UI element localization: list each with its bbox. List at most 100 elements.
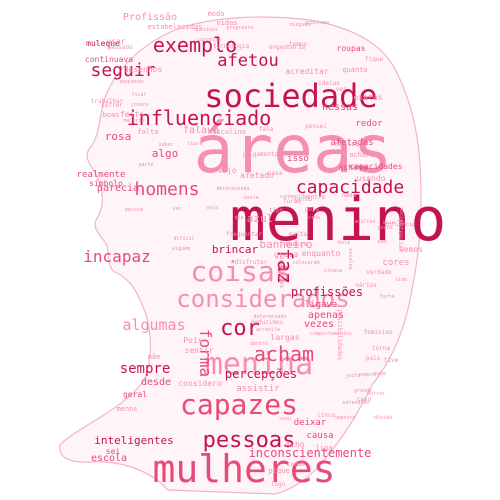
word: largas <box>271 333 300 342</box>
word: seguir <box>90 60 155 81</box>
word: brincar <box>212 243 259 256</box>
word: comportamentos <box>310 331 352 337</box>
word: mulheres <box>152 447 335 491</box>
word: difícil <box>173 235 194 242</box>
word: geral <box>123 390 147 399</box>
word: potencial <box>397 220 404 253</box>
word: imposto <box>334 415 355 421</box>
word: vejo <box>217 166 236 175</box>
word: pouco <box>377 225 392 231</box>
word: afetadas <box>330 138 373 148</box>
word: caso <box>357 396 372 403</box>
word: entendido <box>342 400 369 406</box>
word: boas <box>103 111 120 119</box>
word: Pois <box>183 336 202 345</box>
word: estabelecidas <box>148 23 203 31</box>
word: nessas <box>322 102 358 113</box>
word: redor <box>355 119 383 129</box>
word: sociedade <box>204 77 377 115</box>
word: feminino <box>364 329 393 336</box>
word: seja <box>206 205 218 211</box>
word: usando <box>357 174 386 183</box>
word: sei <box>106 447 121 456</box>
word: vida <box>308 215 320 221</box>
word: sempre <box>120 361 171 377</box>
word: claro <box>187 141 202 147</box>
word: pensei <box>305 123 327 130</box>
word: questões <box>194 27 218 33</box>
word: cor <box>220 316 260 341</box>
word: ficar <box>131 92 146 98</box>
word: escolha <box>347 248 353 269</box>
word: casa <box>268 170 283 177</box>
word: ligava <box>305 300 338 310</box>
word: áreas <box>194 111 393 188</box>
word: tecnologia <box>213 43 250 50</box>
word: passado <box>107 44 133 51</box>
word: conhecidas <box>280 194 310 200</box>
word: muita <box>289 231 307 238</box>
word: sempre <box>358 372 376 378</box>
word: nada <box>342 192 357 199</box>
word: percepções <box>225 367 297 381</box>
word: julgamento <box>242 151 279 158</box>
word: Acho <box>285 440 304 449</box>
word: exemplo <box>153 33 237 57</box>
word: influenciado <box>127 106 272 130</box>
word: alguém <box>172 245 190 252</box>
word: carreira <box>197 37 221 43</box>
word: exatas <box>354 93 383 102</box>
word: continuava <box>85 55 133 64</box>
word: menina <box>205 347 313 382</box>
word: falta <box>137 128 158 136</box>
word: comum <box>287 461 305 468</box>
word: enquanto <box>302 249 341 258</box>
word: cabe <box>374 371 386 377</box>
word: ver <box>336 86 347 93</box>
word: torna <box>372 345 390 352</box>
word: adultos <box>354 219 375 225</box>
word: algumas <box>122 316 185 334</box>
word: determinada <box>216 186 249 192</box>
word: Profissão <box>123 12 177 23</box>
word: assistir <box>236 384 280 394</box>
word: inconscientemente <box>249 446 372 460</box>
word: capacidades <box>350 162 403 171</box>
word: considerados <box>176 285 349 313</box>
head-silhouette <box>59 16 422 495</box>
word: considero <box>178 379 222 388</box>
word: realmente <box>77 170 126 180</box>
word: ouvia <box>243 195 258 201</box>
word: bola <box>338 240 350 246</box>
word: afetado <box>240 171 274 180</box>
word: vários <box>355 282 377 289</box>
word: deixar <box>294 418 327 428</box>
word: pequenas <box>120 79 144 85</box>
word: sexo <box>279 416 291 422</box>
word: pessoas <box>203 428 296 453</box>
word: verdade <box>366 269 392 276</box>
word: influencia <box>385 222 415 228</box>
word: acharem <box>349 151 379 159</box>
word: masculino <box>208 128 246 136</box>
word: meio <box>383 220 395 226</box>
word: jeito <box>345 373 360 379</box>
word: roupas <box>337 44 366 53</box>
word: coisas <box>190 255 291 288</box>
word: apenas <box>308 310 344 321</box>
word: afetou <box>217 51 278 71</box>
word: capazes <box>180 388 298 421</box>
word: sofrer <box>101 102 123 109</box>
word: desenhos <box>124 65 163 74</box>
word: forma <box>196 329 215 377</box>
word: banheiro <box>260 238 313 251</box>
word: problema <box>305 20 329 26</box>
word: tive <box>384 357 399 364</box>
word: isso <box>287 154 309 164</box>
word: menos <box>116 405 137 413</box>
word: tornou <box>294 197 312 203</box>
word: quebra <box>285 241 307 248</box>
word: grava <box>274 250 298 259</box>
word: paradigmas <box>278 252 285 289</box>
